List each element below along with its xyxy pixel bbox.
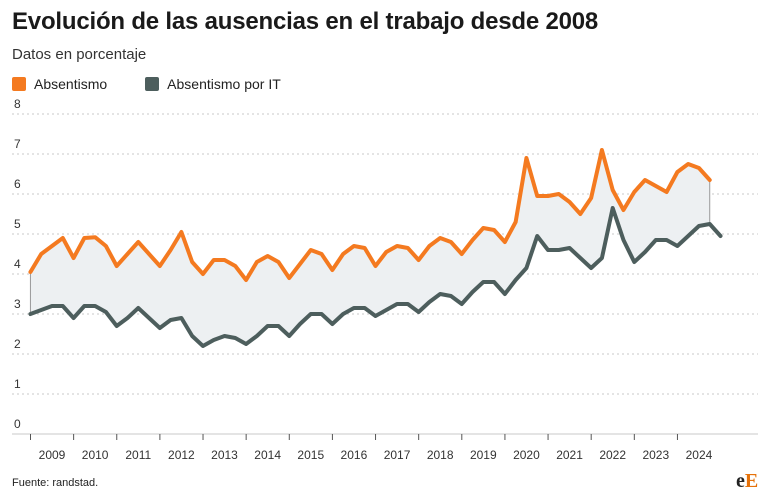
x-tick-label-2024: 2024 (686, 448, 713, 462)
legend-label-absentismo-it: Absentismo por IT (167, 76, 281, 92)
x-tick-label-2011: 2011 (125, 448, 151, 462)
band-layer (29, 150, 711, 346)
x-tick-label-2016: 2016 (341, 448, 368, 462)
x-tick-label-2009: 2009 (39, 448, 66, 462)
y-tick-label-3: 3 (14, 297, 21, 311)
x-tick-label-2015: 2015 (297, 448, 324, 462)
x-tick-label-2018: 2018 (427, 448, 454, 462)
legend-item-absentismo: Absentismo (12, 76, 107, 92)
chart-subtitle: Datos en porcentaje (12, 46, 147, 63)
legend: Absentismo Absentismo por IT (12, 76, 319, 92)
area-between-series (30, 150, 710, 346)
legend-label-absentismo: Absentismo (34, 76, 108, 92)
y-tick-label-7: 7 (14, 137, 21, 151)
y-tick-label-2: 2 (14, 337, 21, 351)
x-tick-label-2012: 2012 (168, 448, 195, 462)
x-tick-label-2014: 2014 (254, 448, 281, 462)
logo-e: e (736, 470, 745, 492)
x-tick-label-2021: 2021 (556, 448, 583, 462)
chart-title: Evolución de las ausencias en el trabajo… (12, 8, 599, 35)
x-tick-label-2022: 2022 (599, 448, 626, 462)
y-tick-label-4: 4 (14, 257, 21, 271)
y-tick-label-5: 5 (14, 217, 21, 231)
x-tick-label-2023: 2023 (642, 448, 669, 462)
series-line-absentismo (28, 148, 712, 282)
legend-item-absentismo-it: Absentismo por IT (145, 76, 281, 92)
legend-swatch-absentismo (12, 77, 26, 91)
x-tick-label-2010: 2010 (82, 448, 109, 462)
x-tick-label-2019: 2019 (470, 448, 497, 462)
logo-cap: E (744, 470, 759, 492)
y-tick-label-1: 1 (14, 377, 21, 391)
x-tick-label-2013: 2013 (211, 448, 238, 462)
x-tick-label-2017: 2017 (384, 448, 411, 462)
y-tick-label-0: 0 (14, 417, 21, 431)
legend-swatch-absentismo-it (145, 77, 160, 91)
source-note: Fuente: randstad. (12, 477, 99, 489)
x-tick-layer: 2009 2010 2011 2012 2013 2014 2015 2016 2017 2018… (30, 434, 713, 462)
x-tick-label-2020: 2020 (513, 448, 540, 462)
y-tick-label-8: 8 (14, 97, 21, 111)
line-layer (28, 148, 723, 348)
series-line-absentismo-it (28, 206, 723, 348)
y-tick-label-6: 6 (14, 177, 21, 191)
publisher-logo: eE (736, 470, 758, 493)
y-tick-layer: 0 1 2 3 4 5 6 7 8 (14, 97, 21, 431)
